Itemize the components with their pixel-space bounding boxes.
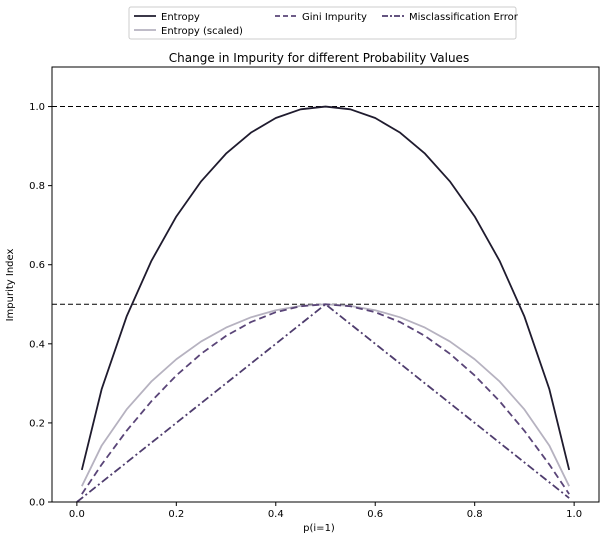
- legend-label: Entropy (scaled): [161, 26, 243, 37]
- y-tick-label: 0.6: [29, 260, 45, 271]
- y-axis: 0.0 0.2 0.4 0.6 0.8 1.0: [29, 102, 52, 509]
- x-tick-label: 0.8: [467, 509, 483, 520]
- legend-frame: [128, 6, 517, 40]
- x-axis: 0.0 0.2 0.4 0.6 0.8 1.0: [69, 502, 582, 520]
- y-tick-label: 0.4: [29, 339, 45, 350]
- y-tick-label: 1.0: [29, 102, 45, 113]
- legend-label: Gini Impurity: [302, 12, 367, 23]
- y-tick-label: 0.8: [29, 181, 45, 192]
- plot-area: 0.0 0.2 0.4 0.6 0.8 1.0 0.0 0.2 0.4 0.6 0.8 1.0: [29, 66, 600, 520]
- y-tick-label: 0.0: [29, 498, 45, 509]
- series-line-entropy: [80, 105, 571, 471]
- legend-label: Entropy: [161, 12, 200, 23]
- legend: Entropy Entropy (scaled) Gini Impurity Misc…: [128, 6, 519, 40]
- x-tick-label: 0.2: [168, 509, 184, 520]
- plot-frame: [51, 66, 600, 503]
- x-tick-label: 1.0: [566, 509, 582, 520]
- series-line-entropy-scaled: [81, 303, 570, 487]
- y-tick-label: 0.2: [29, 418, 45, 429]
- chart-title: Change in Impurity for different Probabi…: [169, 51, 469, 65]
- series-line-gini-impurity: [81, 303, 570, 495]
- x-tick-label: 0.4: [268, 509, 284, 520]
- x-axis-label: p(i=1): [303, 523, 335, 534]
- legend-label: Misclassification Error: [409, 12, 519, 23]
- x-tick-label: 0.0: [69, 509, 85, 520]
- x-tick-label: 0.6: [367, 509, 383, 520]
- y-axis-label: Impurity Index: [5, 249, 16, 322]
